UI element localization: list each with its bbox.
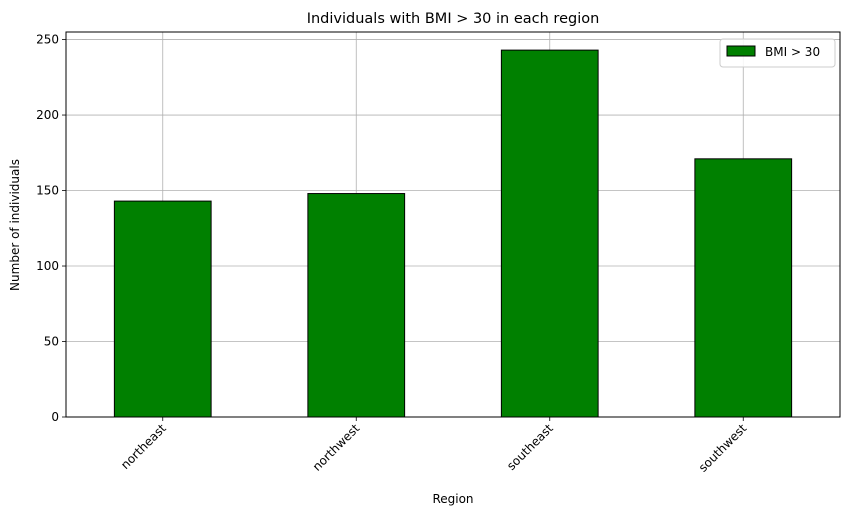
bar-northwest (307, 193, 406, 418)
x-tick-label: southeast (504, 421, 556, 473)
y-tick-label: 150 (36, 184, 59, 198)
y-tick-label: 0 (51, 410, 59, 424)
bar-northeast (113, 200, 212, 418)
y-tick-label: 250 (36, 33, 59, 47)
plot-frame (65, 31, 841, 418)
bar-southwest (694, 158, 793, 418)
legend: BMI > 30 (719, 38, 836, 68)
chart-title: Individuals with BMI > 30 in each region (307, 11, 600, 27)
y-tick-label: 50 (44, 335, 59, 349)
x-tick-label: southwest (696, 421, 750, 475)
bars-layer (113, 49, 793, 418)
y-tick-label: 200 (36, 108, 59, 122)
legend-swatch (726, 45, 756, 57)
x-tick-label: northeast (118, 421, 169, 472)
y-axis-label: Number of individuals (8, 159, 22, 291)
axes-layer (65, 31, 841, 418)
x-tick-label: northwest (310, 421, 363, 474)
bar-southeast (500, 49, 599, 418)
x-axis-label: Region (432, 492, 473, 506)
y-tick-label: 100 (36, 259, 59, 273)
legend-label: BMI > 30 (765, 45, 820, 59)
